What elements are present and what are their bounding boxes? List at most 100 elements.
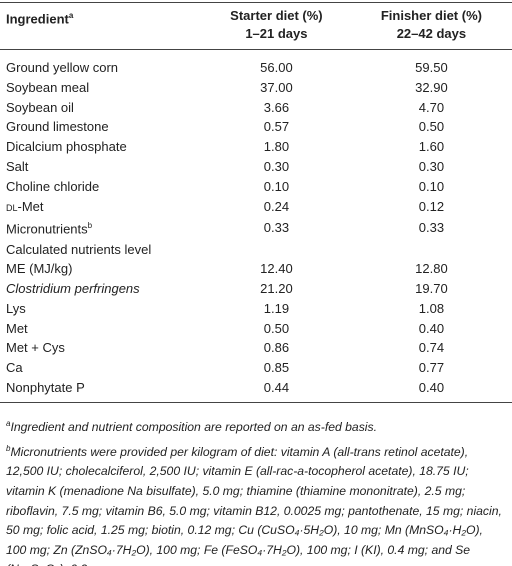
value-cell: 0.12 — [351, 197, 512, 217]
table-body: Ground yellow corn 56.00 59.50 Soybean meal… — [0, 50, 512, 403]
footnote: aIngredient and nutrient composition are… — [6, 414, 506, 438]
finisher-value: 12.80 — [415, 261, 448, 277]
value-cell: 56.00 — [202, 50, 351, 78]
starter-value: 12.40 — [260, 261, 293, 277]
row-label: ME (MJ/kg) — [6, 261, 73, 277]
starter-value: 1.19 — [263, 300, 290, 316]
value-cell: 0.24 — [202, 197, 351, 217]
header-text: Ingredient — [6, 11, 69, 27]
table-row: Ground yellow corn 56.00 59.50 — [0, 50, 512, 78]
value-cell: 1.08 — [351, 299, 512, 319]
label-cell: dl-Met — [0, 197, 202, 217]
value-cell: 0.74 — [351, 338, 512, 358]
table-row: ME (MJ/kg) 12.40 12.80 — [0, 259, 512, 279]
starter-value: 21.20 — [260, 281, 293, 297]
value-cell: 12.40 — [202, 259, 351, 279]
starter-value: 0.33 — [263, 220, 290, 236]
header-text: 22–42 days — [396, 26, 467, 41]
label-cell: Choline chloride — [0, 177, 202, 197]
table-row: Dicalcium phosphate 1.80 1.60 — [0, 137, 512, 157]
starter-value: 0.24 — [263, 198, 290, 214]
header-row: Ingredienta Starter diet (%) 1–21 days Fi… — [0, 2, 512, 50]
starter-value: 0.50 — [263, 320, 290, 336]
label-cell: Clostridium perfringens — [0, 279, 202, 299]
row-label: Calculated nutrients level — [6, 241, 152, 257]
row-label: Micronutrients — [6, 221, 88, 237]
starter-value: 3.66 — [263, 99, 290, 115]
row-label: Salt — [6, 158, 29, 174]
row-label: Met + Cys — [6, 340, 65, 356]
finisher-value: 0.50 — [418, 119, 445, 135]
label-cell: Met — [0, 319, 202, 339]
footnote-mark: a — [68, 11, 74, 20]
header-cell: Ingredienta — [0, 3, 202, 50]
row-label: Nonphytate P — [6, 380, 85, 396]
footnote-mark: a — [6, 419, 11, 428]
label-cell: Met + Cys — [0, 338, 202, 358]
value-cell — [202, 240, 351, 260]
finisher-value: 19.70 — [415, 281, 448, 297]
table-row: Micronutrientsb 0.33 0.33 — [0, 216, 512, 239]
table-row: Lys 1.19 1.08 — [0, 299, 512, 319]
table-row: Ground limestone 0.57 0.50 — [0, 117, 512, 137]
starter-value: 0.10 — [263, 178, 290, 194]
value-cell: 0.40 — [351, 319, 512, 339]
table-row: Calculated nutrients level — [0, 240, 512, 260]
value-cell: 0.30 — [202, 157, 351, 177]
table-row: Soybean oil 3.66 4.70 — [0, 98, 512, 118]
value-cell: 21.20 — [202, 279, 351, 299]
table-row: Clostridium perfringens 21.20 19.70 — [0, 279, 512, 299]
value-cell: 0.85 — [202, 358, 351, 378]
starter-value: 1.80 — [263, 139, 290, 155]
label-cell: Calculated nutrients level — [0, 240, 202, 260]
header-cell: Starter diet (%) 1–21 days — [202, 3, 351, 50]
row-label: -Met — [17, 198, 44, 214]
finisher-value: 1.08 — [418, 300, 445, 316]
label-cell: ME (MJ/kg) — [0, 259, 202, 279]
value-cell: 1.80 — [202, 137, 351, 157]
table-row: Salt 0.30 0.30 — [0, 157, 512, 177]
value-cell: 3.66 — [202, 98, 351, 118]
finisher-value: 0.30 — [418, 158, 445, 174]
row-label: Choline chloride — [6, 178, 100, 194]
row-label: Soybean oil — [6, 99, 74, 115]
row-label: Met — [6, 320, 28, 336]
value-cell: 0.50 — [202, 319, 351, 339]
footnotes: aIngredient and nutrient composition are… — [6, 414, 506, 566]
finisher-value: 4.70 — [418, 99, 445, 115]
label-cell: Dicalcium phosphate — [0, 137, 202, 157]
label-cell: Nonphytate P — [0, 378, 202, 402]
footnote-mark: b — [87, 221, 93, 231]
label-cell: Micronutrientsb — [0, 216, 202, 239]
header-text: Starter diet (%) — [230, 8, 323, 23]
value-cell: 0.77 — [351, 358, 512, 378]
value-cell: 1.60 — [351, 137, 512, 157]
diet-table: Ingredienta Starter diet (%) 1–21 days Fi… — [0, 2, 512, 403]
header-text: 1–21 days — [245, 26, 308, 41]
table-row: Soybean meal 37.00 32.90 — [0, 78, 512, 98]
value-cell: 0.44 — [202, 378, 351, 402]
value-cell: 32.90 — [351, 78, 512, 98]
label-cell: Lys — [0, 299, 202, 319]
value-cell: 0.33 — [351, 216, 512, 239]
value-cell: 0.33 — [202, 216, 351, 239]
starter-value: 37.00 — [260, 79, 293, 95]
value-cell: 0.10 — [351, 177, 512, 197]
starter-value: 0.86 — [263, 340, 290, 356]
row-label: Dicalcium phosphate — [6, 139, 127, 155]
value-cell: 37.00 — [202, 78, 351, 98]
label-cell: Ca — [0, 358, 202, 378]
row-label: Soybean meal — [6, 79, 90, 95]
row-label: Clostridium perfringens — [6, 281, 140, 297]
finisher-value: 0.40 — [418, 380, 445, 396]
label-cell: Soybean oil — [0, 98, 202, 118]
value-cell: 0.57 — [202, 117, 351, 137]
finisher-value: 0.12 — [418, 198, 445, 214]
row-label: Lys — [6, 300, 26, 316]
header-text: Finisher diet (%) — [380, 8, 482, 23]
finisher-value: 0.10 — [418, 178, 445, 194]
table-row: dl-Met 0.24 0.12 — [0, 197, 512, 217]
row-label: Ca — [6, 360, 23, 376]
starter-value: 0.57 — [263, 119, 290, 135]
starter-value: 0.30 — [263, 158, 290, 174]
